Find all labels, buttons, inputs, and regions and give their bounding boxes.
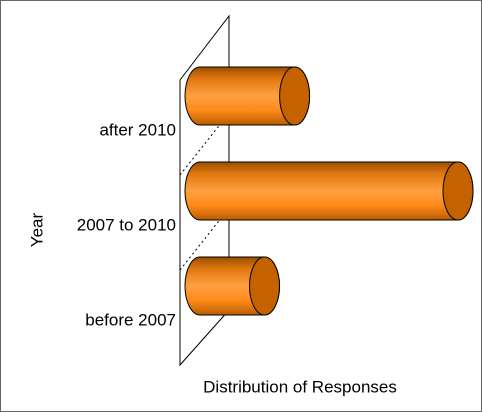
y-tick-label: 2007 to 2010 [77, 215, 176, 234]
x-axis-title: Distribution of Responses [203, 377, 397, 396]
y-tick-label: before 2007 [85, 310, 176, 329]
bar-cap [279, 66, 311, 126]
bar-cap [442, 161, 474, 221]
bar-cap [249, 256, 280, 316]
y-axis-title: Year [27, 212, 46, 247]
depth-grid [179, 216, 223, 271]
bar [184, 161, 474, 221]
depth-grid [179, 121, 223, 176]
y-tick-label: after 2010 [99, 120, 176, 139]
